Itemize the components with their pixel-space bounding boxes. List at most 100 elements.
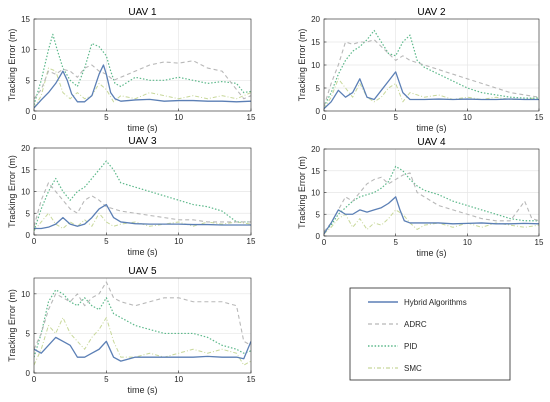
y-axis-label: Tracking Error (m)	[7, 29, 17, 102]
y-tick-label: 0	[316, 232, 321, 241]
legend-item: ADRC	[368, 320, 427, 329]
series-line-hybrid-algorithms	[34, 336, 251, 362]
series-line-smc	[324, 78, 539, 109]
y-tick-label: 0	[316, 107, 321, 116]
chart-title: UAV 2	[417, 7, 446, 18]
chart-title: UAV 3	[128, 136, 157, 147]
x-tick-label: 10	[174, 375, 183, 384]
y-tick-label: 20	[21, 144, 30, 153]
y-tick-label: 10	[21, 46, 30, 55]
legend-item: Hybrid Algorithms	[368, 298, 467, 307]
x-axis-label: time (s)	[128, 247, 158, 257]
series-line-smc	[34, 317, 251, 366]
series-group	[34, 33, 251, 109]
x-axis-label: time (s)	[417, 123, 447, 133]
subplot-5: 0 5 10 15 0 5 10 UAV 5 time (s) Tracking Error (m…	[7, 266, 256, 395]
series-line-hybrid-algorithms	[324, 71, 539, 110]
series-line-pid	[324, 29, 539, 107]
x-tick-label: 5	[393, 238, 398, 247]
x-tick-label: 5	[104, 113, 109, 122]
y-tick-label: 10	[311, 61, 320, 70]
y-tick-label: 5	[316, 84, 321, 93]
series-group	[34, 160, 251, 231]
x-tick-label: 0	[322, 113, 327, 122]
y-axis-label: Tracking Error (m)	[297, 29, 307, 102]
y-tick-label: 0	[26, 369, 31, 378]
x-axis-label: time (s)	[417, 248, 447, 258]
x-tick-label: 0	[32, 237, 37, 246]
subplot-1: 0 5 10 15 0 5 10 15 UAV 1 time (s) Tracking Error …	[7, 7, 256, 133]
y-tick-label: 20	[311, 145, 320, 154]
y-tick-label: 10	[21, 290, 30, 299]
legend-box	[349, 287, 511, 381]
x-tick-label: 5	[104, 375, 109, 384]
series-line-adrc	[34, 60, 251, 100]
x-tick-label: 5	[104, 237, 109, 246]
subplot-2: 0 5 10 15 0 5 10 15 20 UAV 2 time (s) Tracking Erro…	[297, 7, 544, 133]
y-tick-label: 0	[26, 231, 31, 240]
x-tick-label: 10	[174, 113, 183, 122]
series-line-hybrid-algorithms	[34, 64, 251, 109]
y-tick-label: 5	[26, 76, 31, 85]
x-axis-label: time (s)	[128, 123, 158, 133]
subplots: 0 5 10 15 0 5 10 15 UAV 1 time (s) Tracking Error …	[7, 7, 544, 395]
chart-title: UAV 1	[128, 7, 157, 18]
series-line-hybrid-algorithms	[324, 196, 539, 235]
series-group	[324, 165, 539, 235]
x-tick-label: 10	[174, 237, 183, 246]
x-tick-label: 15	[247, 237, 256, 246]
y-axis-label: Tracking Error (m)	[7, 289, 17, 362]
x-tick-label: 15	[535, 113, 544, 122]
legend-item: PID	[368, 342, 418, 351]
y-tick-label: 10	[21, 188, 30, 197]
series-line-pid	[34, 160, 251, 231]
legend-label: SMC	[404, 364, 422, 373]
series-line-smc	[324, 209, 539, 235]
y-tick-label: 15	[21, 15, 30, 24]
x-tick-label: 15	[535, 238, 544, 247]
legend-label: Hybrid Algorithms	[404, 298, 467, 307]
y-tick-label: 0	[26, 107, 31, 116]
x-tick-label: 10	[463, 113, 472, 122]
series-line-adrc	[34, 182, 251, 227]
subplot-4: 0 5 10 15 0 5 10 15 20 UAV 4 time (s) Tracking Erro…	[297, 137, 544, 258]
x-tick-label: 0	[32, 113, 37, 122]
legend-label: PID	[404, 342, 418, 351]
y-axis-label: Tracking Error (m)	[7, 155, 17, 228]
x-tick-label: 15	[247, 375, 256, 384]
y-tick-label: 5	[26, 329, 31, 338]
axes-box	[33, 277, 252, 374]
axes-box	[33, 18, 252, 112]
series-group	[324, 29, 539, 110]
chart-title: UAV 4	[417, 137, 446, 148]
x-tick-label: 15	[247, 113, 256, 122]
subplot-3: 0 5 10 15 0 5 10 15 20 UAV 3 time (s) Tracking Erro…	[7, 136, 256, 257]
y-tick-label: 20	[311, 15, 320, 24]
plot-area	[34, 19, 251, 111]
series-group	[34, 281, 251, 366]
plot-area	[34, 278, 251, 373]
x-tick-label: 0	[322, 238, 327, 247]
legend-items: Hybrid Algorithms ADRC PID SMC	[368, 298, 467, 373]
chart-title: UAV 5	[128, 266, 157, 277]
legend: Hybrid Algorithms ADRC PID SMC	[349, 287, 511, 381]
legend-label: ADRC	[404, 320, 427, 329]
x-tick-label: 10	[463, 238, 472, 247]
y-tick-label: 15	[21, 166, 30, 175]
series-line-adrc	[34, 281, 251, 350]
series-line-smc	[34, 212, 251, 231]
y-tick-label: 15	[311, 167, 320, 176]
y-tick-label: 5	[316, 210, 321, 219]
x-axis-label: time (s)	[128, 385, 158, 395]
x-tick-label: 0	[32, 375, 37, 384]
y-tick-label: 15	[311, 38, 320, 47]
y-axis-label: Tracking Error (m)	[297, 156, 307, 229]
series-line-adrc	[324, 39, 539, 107]
series-line-pid	[34, 289, 251, 358]
legend-item: SMC	[368, 364, 422, 373]
y-tick-label: 5	[26, 209, 31, 218]
series-line-hybrid-algorithms	[34, 203, 251, 230]
x-tick-label: 5	[393, 113, 398, 122]
y-tick-label: 10	[311, 189, 320, 198]
